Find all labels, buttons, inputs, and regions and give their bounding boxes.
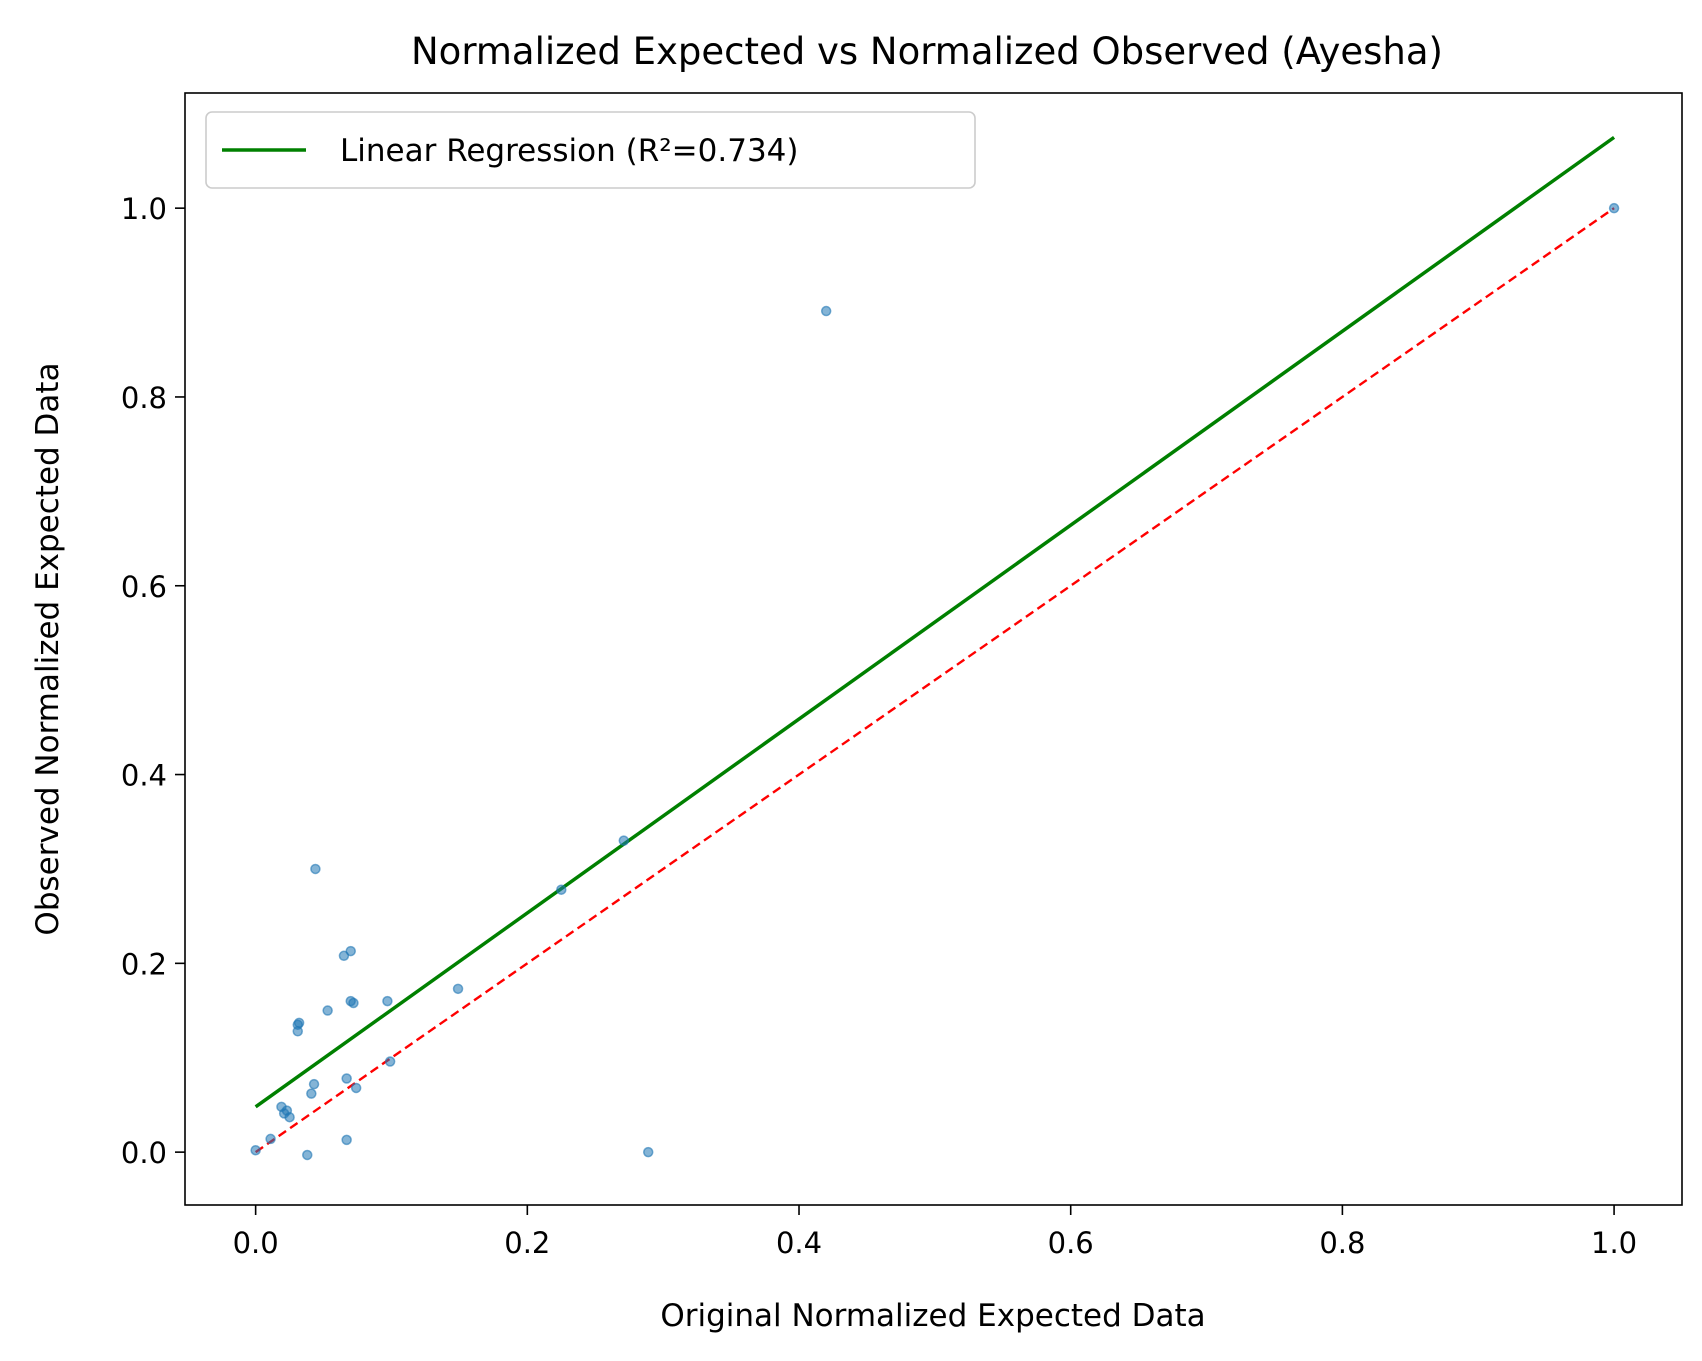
- x-axis-title: Original Normalized Expected Data: [660, 1298, 1205, 1334]
- y-tick-label: 0.8: [121, 381, 167, 415]
- scatter-point: [618, 835, 630, 846]
- chart-title: Normalized Expected vs Normalized Observ…: [411, 30, 1443, 73]
- lines-layer: [254, 135, 1616, 1154]
- scatter-point: [293, 1017, 305, 1029]
- scatter-point: [341, 1073, 352, 1084]
- scatter-point: [302, 1149, 313, 1161]
- x-tick-label: 0.8: [1319, 1226, 1365, 1260]
- scatter-point: [284, 1111, 295, 1123]
- regression-line: [254, 135, 1616, 1109]
- scatter-point: [642, 1146, 654, 1158]
- legend-label-regression: Linear Regression (R²=0.734): [340, 133, 799, 169]
- legend: Linear Regression (R²=0.734): [205, 111, 976, 189]
- y-axis: 0.0 0.2 0.4 0.6 0.8 1.0: [121, 192, 185, 1170]
- scatter-point: [265, 1133, 276, 1145]
- y-tick-label: 0.0: [121, 1136, 167, 1170]
- scatter-point: [452, 983, 464, 995]
- identity-line: [254, 207, 1615, 1154]
- scatter-point: [250, 1144, 261, 1156]
- scatter-point: [310, 863, 321, 875]
- scatter-point: [1608, 202, 1620, 214]
- x-tick-label: 0.4: [776, 1226, 822, 1260]
- y-tick-label: 0.4: [121, 759, 167, 793]
- y-tick-label: 0.6: [121, 570, 167, 604]
- scatter-point: [350, 1082, 362, 1094]
- scatter-point: [341, 1134, 352, 1146]
- points-layer: [250, 202, 1620, 1161]
- y-tick-label: 1.0: [121, 192, 167, 226]
- legend-box: [205, 111, 976, 189]
- y-tick-label: 0.2: [121, 947, 167, 981]
- scatter-point: [382, 995, 393, 1007]
- x-axis: 0.0 0.2 0.4 0.6 0.8 1.0: [233, 1205, 1637, 1260]
- y-axis-title: Observed Normalized Expected Data: [30, 362, 66, 935]
- scatter-point: [345, 945, 356, 957]
- scatter-point: [322, 1005, 333, 1016]
- plot-area: [184, 92, 1683, 1206]
- scatter-point: [556, 884, 567, 895]
- x-tick-label: 0.2: [504, 1226, 550, 1260]
- scatter-point: [820, 305, 832, 317]
- scatter-point: [348, 997, 359, 1009]
- plot-frame: [184, 92, 1683, 1206]
- scatter-point: [306, 1088, 317, 1099]
- x-tick-label: 0.0: [233, 1226, 279, 1260]
- scatter-point: [384, 1056, 396, 1067]
- x-tick-label: 1.0: [1591, 1226, 1637, 1260]
- x-tick-label: 0.6: [1048, 1226, 1094, 1260]
- scatter-point: [308, 1078, 320, 1090]
